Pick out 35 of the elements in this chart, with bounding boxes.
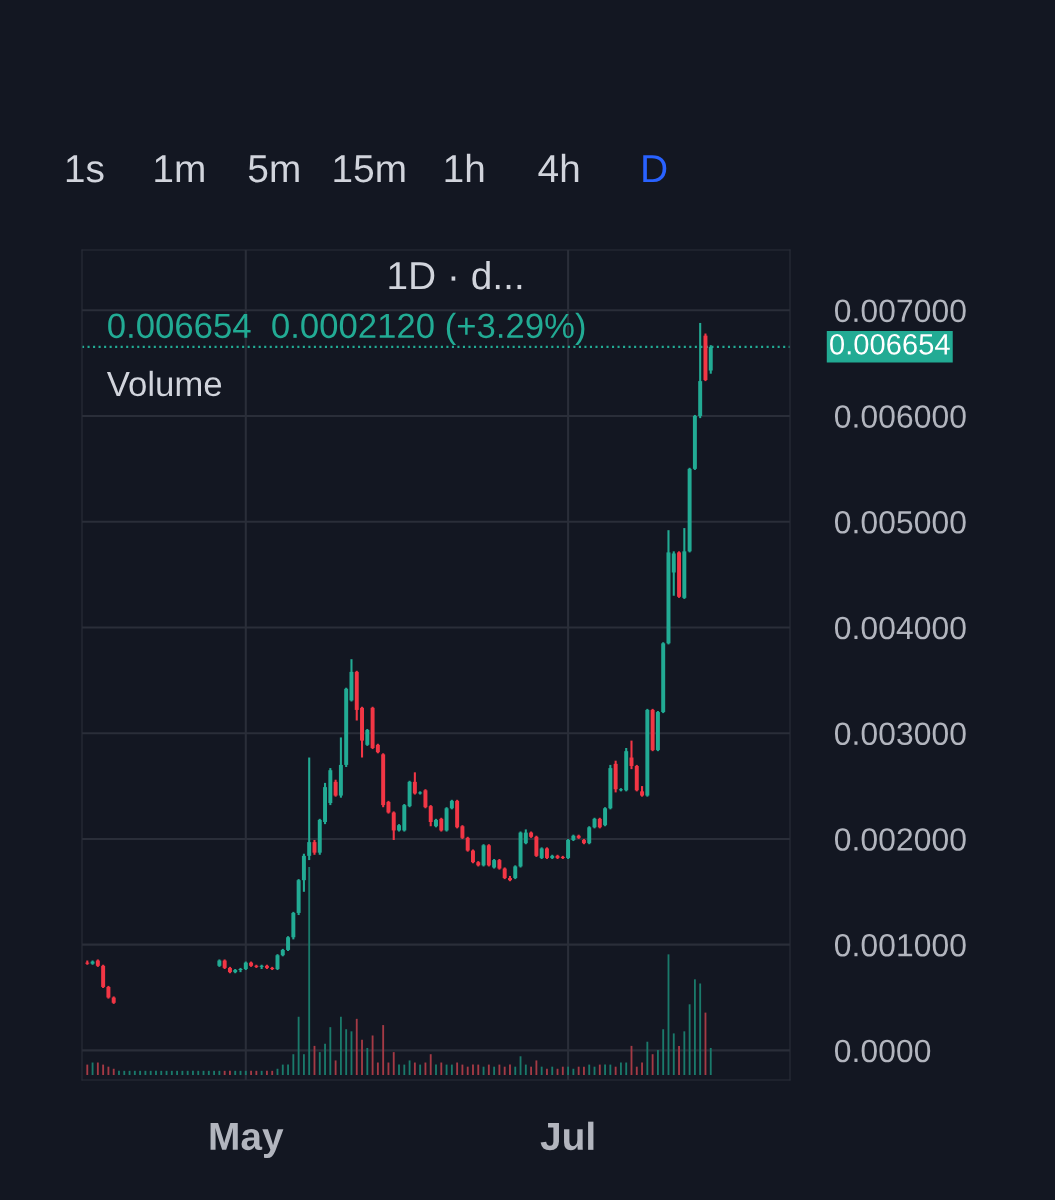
y-tick-label: 0.006000 <box>835 405 966 428</box>
candlestick <box>307 756 312 862</box>
candlestick <box>434 817 438 829</box>
candlestick <box>603 806 608 828</box>
text: 1s <box>66 155 104 183</box>
candlestick <box>534 834 539 858</box>
y-tick-label: 0.003000 <box>835 722 966 746</box>
y-tick-label: 0.0000 <box>835 1039 931 1063</box>
annotation: 0.006654 0.0002120 (+3.29%) <box>108 312 585 346</box>
text: 5m <box>248 155 299 183</box>
candlestick <box>428 804 433 828</box>
candlestick <box>486 843 491 868</box>
candlestick <box>423 788 428 810</box>
text: 1h <box>445 153 484 183</box>
y-tick-label: 0.005000 <box>835 511 966 534</box>
ref-line-label: 0.006654 <box>830 334 950 355</box>
x-tick-label: Jul <box>540 1121 594 1151</box>
y-tick-label: 0.002000 <box>835 828 966 851</box>
y-tick-label: 0.007000 <box>835 299 966 323</box>
candlestick <box>444 806 449 833</box>
text: 1m <box>155 155 204 183</box>
x-tick-label: May <box>210 1123 284 1158</box>
candlestick <box>391 810 396 842</box>
candlestick <box>481 843 486 868</box>
candlestick <box>412 771 417 796</box>
text: D <box>643 155 667 183</box>
text: 15m <box>334 155 405 183</box>
candlestick <box>101 963 106 990</box>
annotation: Volume <box>106 370 222 397</box>
y-tick-label: 0.001000 <box>835 933 966 957</box>
chart-title: 1D · d... <box>389 260 522 290</box>
candlestick <box>566 837 571 861</box>
text: 4h <box>538 153 579 183</box>
candlestick <box>671 550 676 597</box>
y-tick-label: 0.004000 <box>835 616 966 640</box>
